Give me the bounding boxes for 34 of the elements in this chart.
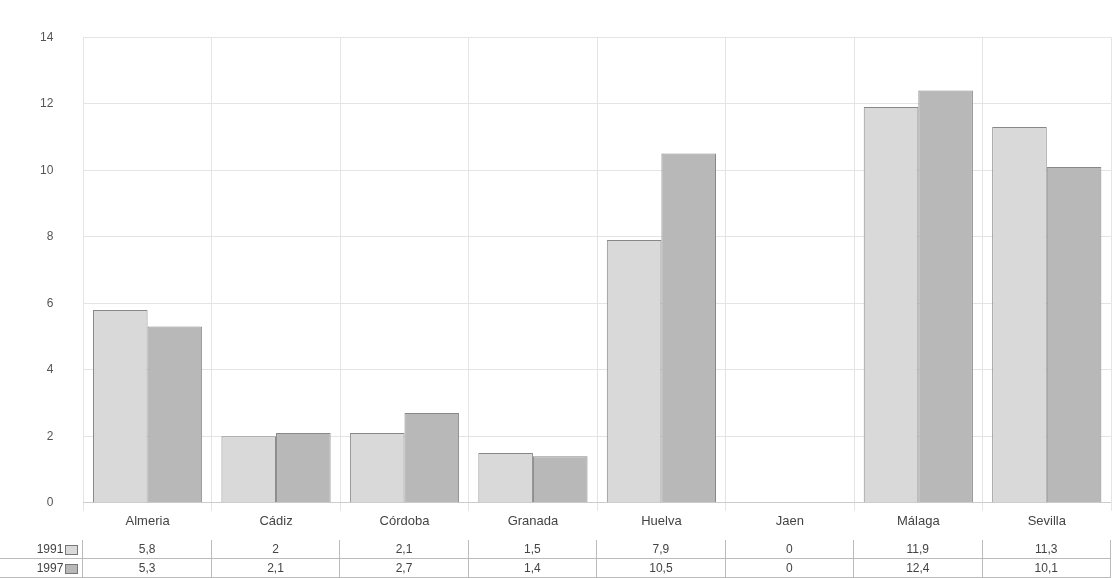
- y-tick-label: 12: [39, 96, 54, 111]
- data-label: 2: [211, 540, 341, 559]
- data-label: 1,4: [468, 559, 598, 578]
- x-tick-label: Córdoba: [379, 513, 431, 529]
- x-tick-label: Cádiz: [259, 513, 293, 529]
- x-tick-label: Málaga: [896, 513, 941, 529]
- data-label: 0: [725, 540, 855, 559]
- x-tick-label: Sevilla: [1027, 513, 1067, 529]
- data-label: 10,1: [982, 559, 1111, 578]
- y-tick-label: 4: [46, 362, 54, 377]
- data-label: 7,9: [597, 540, 726, 559]
- data-label: 2,7: [340, 559, 469, 578]
- data-label: 5,8: [83, 540, 212, 559]
- y-tick-label: 2: [46, 428, 54, 443]
- y-tick-label: 6: [46, 295, 54, 310]
- data-label: 12,4: [854, 559, 983, 578]
- legend-label: 1991: [0, 540, 84, 559]
- data-label: 1,5: [468, 540, 598, 559]
- x-tick-label: Huelva: [641, 513, 683, 529]
- y-tick-label: 14: [39, 29, 54, 44]
- y-tick-label: 10: [39, 162, 54, 177]
- legend-label: 1997: [0, 559, 84, 578]
- data-label: 5,3: [83, 559, 212, 578]
- x-tick-label: Almeria: [125, 513, 171, 529]
- data-label: 2,1: [211, 559, 341, 578]
- y-tick-label: 0: [46, 495, 54, 510]
- y-tick-label: 8: [46, 229, 54, 244]
- x-tick-label: Jaen: [775, 513, 804, 529]
- x-tick-label: Granada: [507, 513, 560, 529]
- data-label: 11,3: [982, 540, 1111, 559]
- data-label: 0: [725, 559, 855, 578]
- data-label: 10,5: [597, 559, 726, 578]
- data-label: 2,1: [340, 540, 469, 559]
- data-label: 11,9: [854, 540, 983, 559]
